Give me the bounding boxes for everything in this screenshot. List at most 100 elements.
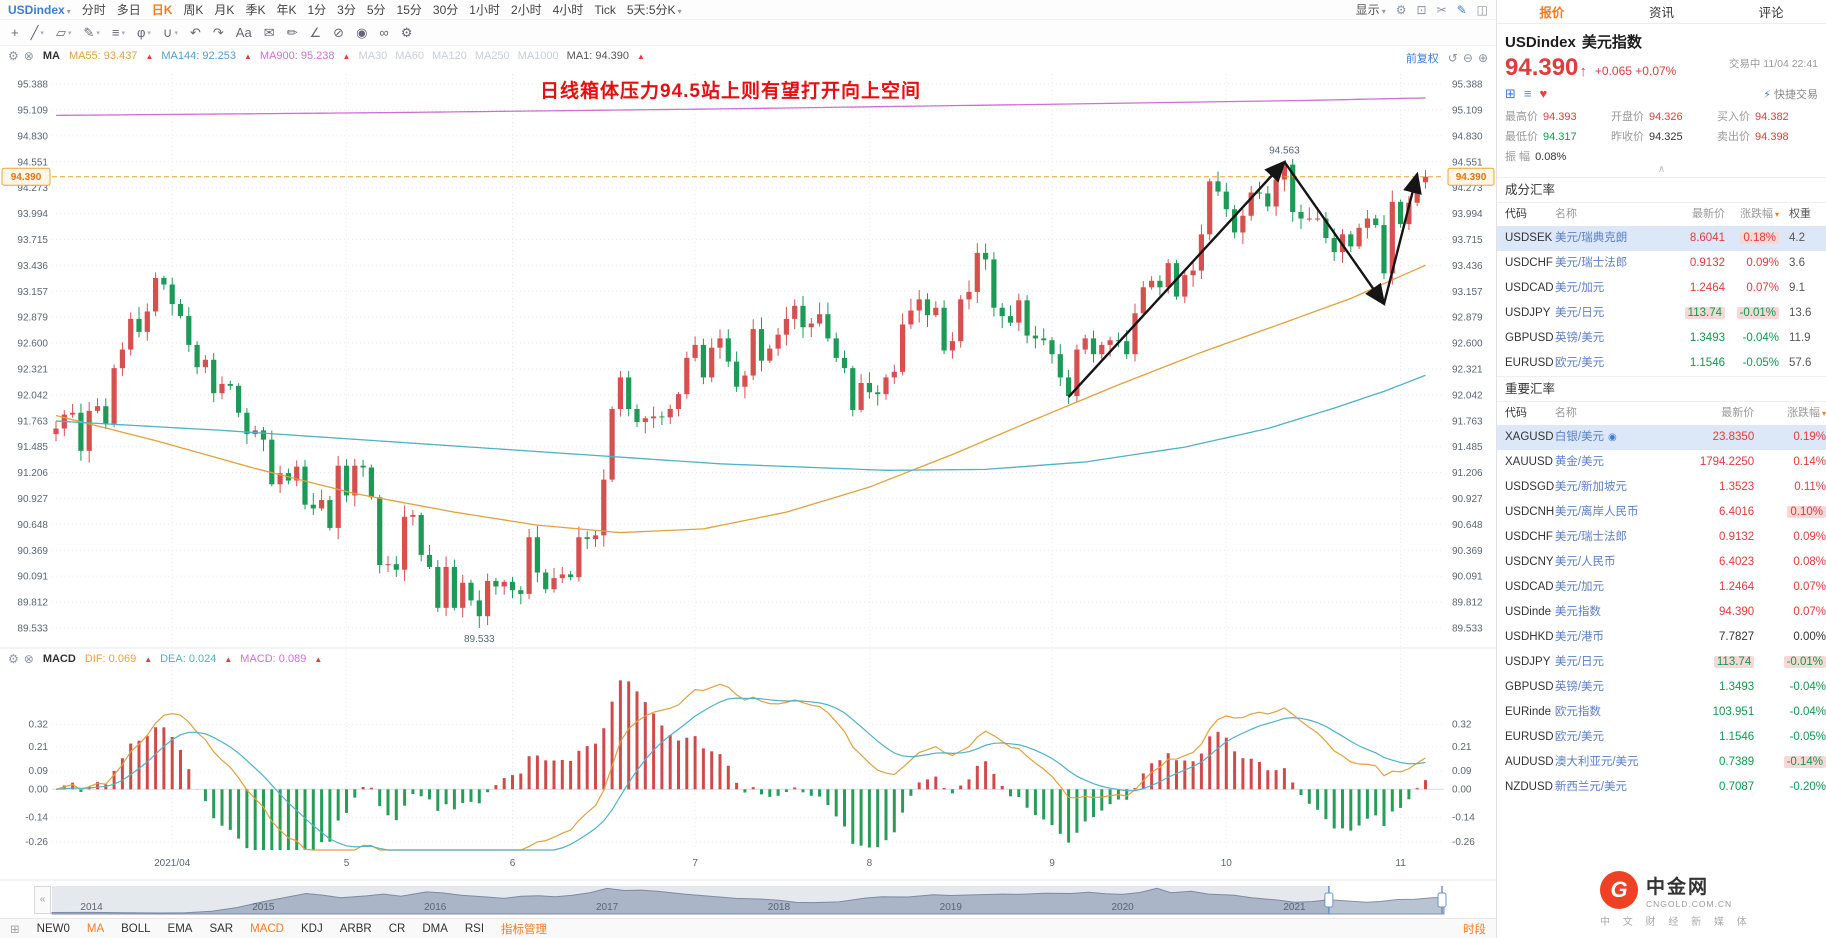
annotation-tool[interactable]: ✎ ▾: [83, 24, 100, 40]
indicator-tab-NEW0[interactable]: NEW0: [36, 922, 70, 935]
news-note-icon[interactable]: ≡: [1523, 86, 1532, 101]
cursor-tool[interactable]: +: [11, 25, 19, 40]
panel-toggle-icon[interactable]: ◫: [1476, 2, 1488, 17]
link-tool[interactable]: ∞: [379, 25, 389, 40]
tool-settings-icon[interactable]: ⚙: [400, 24, 413, 40]
time-period-button[interactable]: 时段: [1463, 923, 1486, 936]
quote-row-XAUUSD[interactable]: XAUUSD 黄金/美元 1794.2250 0.14%: [1505, 456, 1826, 468]
quote-row-EURUSD[interactable]: EURUSD 欧元/美元 1.1546 -0.05% 57.6: [1505, 357, 1812, 369]
comment-tool[interactable]: ✉: [263, 24, 275, 40]
quick-trade-button[interactable]: ⚡ 快捷交易: [1763, 88, 1818, 102]
pane-settings-icon[interactable]: ⚙: [8, 652, 19, 666]
timeframe-季K[interactable]: 季K: [245, 3, 266, 17]
quote-row-XAGUSD[interactable]: XAGUSD 白银/美元 ◉ 23.8350 0.19%: [1497, 425, 1826, 450]
quote-row-USDinde[interactable]: USDinde 美元指数 94.390 0.07%: [1505, 606, 1826, 618]
sidebar-tab-评论[interactable]: 评论: [1758, 6, 1784, 20]
quote-row-EURinde[interactable]: EURinde 欧元指数 103.951 -0.04%: [1505, 706, 1826, 718]
timeframe-15分[interactable]: 15分: [396, 3, 422, 17]
edit-icon[interactable]: ✎: [1456, 2, 1467, 17]
svg-text:92.042: 92.042: [17, 390, 48, 401]
trendline-tool[interactable]: ╱ ▾: [30, 24, 44, 40]
timeframe-5分[interactable]: 5分: [366, 3, 386, 17]
quote-row-USDCHF[interactable]: USDCHF 美元/瑞士法郎 0.9132 0.09%: [1505, 531, 1826, 543]
indicator-tab-CR[interactable]: CR: [388, 922, 406, 935]
measure-tool[interactable]: ∠: [309, 24, 322, 40]
quote-row-AUDUSD[interactable]: AUDUSD 澳大利亚元/美元 0.7389 -0.14%: [1497, 750, 1826, 775]
sidebar-tab-报价[interactable]: 报价: [1539, 6, 1565, 20]
quote-row-USDJPY[interactable]: USDJPY 美元/日元 113.74 -0.01%: [1497, 650, 1826, 675]
favorite-heart-icon[interactable]: ♥: [1539, 86, 1548, 101]
quote-row-USDJPY[interactable]: USDJPY 美元/日元 113.74 -0.01% 13.6: [1505, 307, 1812, 319]
quote-row-USDCAD[interactable]: USDCAD 美元/加元 1.2464 0.07%: [1505, 581, 1826, 593]
layout-icon[interactable]: ⊡: [1416, 2, 1427, 17]
quote-row-USDCNH[interactable]: USDCNH 美元/离岸人民币 6.4016 0.10%: [1497, 500, 1826, 525]
timeframe-年K[interactable]: 年K: [276, 3, 297, 17]
quote-row-USDSGD[interactable]: USDSGD 美元/新加坡元 1.3523 0.11%: [1505, 481, 1826, 493]
undo-icon[interactable]: ↶: [189, 24, 201, 40]
timeframe-多日[interactable]: 多日: [116, 3, 141, 17]
quote-row-GBPUSD[interactable]: GBPUSD 英镑/美元 1.3493 -0.04% 11.9: [1505, 332, 1811, 344]
svg-text:90.091: 90.091: [17, 572, 48, 583]
eraser-tool[interactable]: ⊘: [333, 24, 345, 40]
settings-icon[interactable]: ⚙: [1395, 2, 1407, 17]
indicator-tab-BOLL[interactable]: BOLL: [121, 922, 151, 935]
indicator-tab-RSI[interactable]: RSI: [464, 922, 485, 935]
pane-close-icon[interactable]: ⊗: [23, 652, 34, 666]
quote-row-USDSEK[interactable]: USDSEK 美元/瑞典克朗 8.6041 0.18% 4.2: [1497, 226, 1826, 251]
timeframe-Tick[interactable]: Tick: [594, 2, 616, 17]
add-chart-icon[interactable]: ⊞: [1505, 86, 1516, 101]
sidebar-tab-资讯[interactable]: 资讯: [1648, 6, 1674, 20]
timeframe-5天:5分K[interactable]: 5天:5分K: [627, 1, 682, 18]
svg-text:2018: 2018: [768, 902, 791, 913]
adjust-mode-button[interactable]: 前复权: [1405, 53, 1439, 65]
timeframe-分时[interactable]: 分时: [81, 3, 106, 17]
quote-row-USDCHF[interactable]: USDCHF 美元/瑞士法郎 0.9132 0.09% 3.6: [1505, 257, 1805, 269]
display-menu[interactable]: 显示: [1356, 1, 1386, 18]
timeframe-周K[interactable]: 周K: [183, 3, 204, 17]
collapse-stats-button[interactable]: ∧: [1657, 164, 1666, 175]
layout-grid-icon[interactable]: ⊞: [10, 923, 20, 936]
indicator-list-tool[interactable]: ≡ ▾: [111, 25, 125, 40]
indicator-tab-KDJ[interactable]: KDJ: [301, 922, 323, 935]
quote-row-USDHKD[interactable]: USDHKD 美元/港币 7.7827 0.00%: [1505, 631, 1826, 643]
chart-canvas[interactable]: 95.388 95.388 95.109 95.109 94.830 94.830 94.5…: [0, 46, 1496, 918]
indicator-tab-指标管理[interactable]: 指标管理: [501, 923, 548, 936]
cngold-logo: G 中金网 CNGOLD.COM.CN 中 文 财 经 新 媒 体: [1600, 871, 1810, 928]
indicator-tab-MACD[interactable]: MACD: [250, 922, 284, 935]
timeframe-2小时[interactable]: 2小时: [510, 3, 542, 17]
magnet-tool[interactable]: ∪ ▾: [162, 24, 178, 40]
quote-row-NZDUSD[interactable]: NZDUSD 新西兰元/美元 0.7087 -0.20%: [1505, 781, 1826, 793]
screenshot-icon[interactable]: ✂: [1436, 2, 1447, 17]
draw-edit-tool[interactable]: ✏: [286, 24, 298, 40]
timeframe-30分[interactable]: 30分: [432, 3, 459, 17]
quote-row-EURUSD[interactable]: EURUSD 欧元/美元 1.1546 -0.05%: [1505, 731, 1826, 743]
quote-row-USDCNY[interactable]: USDCNY 美元/人民币 6.4023 0.08%: [1505, 556, 1826, 568]
timeframe-1分[interactable]: 1分: [307, 3, 327, 17]
fibonacci-tool[interactable]: φ ▾: [136, 25, 151, 40]
visibility-tool[interactable]: ◉: [356, 24, 368, 40]
indicator-tab-ARBR[interactable]: ARBR: [339, 922, 372, 935]
zoom-out-icon[interactable]: ⊖: [1462, 51, 1473, 65]
timeframe-日K[interactable]: 日K: [151, 3, 173, 17]
symbol-selector[interactable]: USDindex: [8, 3, 71, 17]
timeframe-3分[interactable]: 3分: [337, 3, 356, 17]
quote-row-USDCAD[interactable]: USDCAD 美元/加元 1.2464 0.07% 9.1: [1505, 282, 1805, 294]
indicator-tab-MA[interactable]: MA: [86, 922, 105, 935]
redo-icon[interactable]: ↷: [212, 24, 224, 40]
quote-row-GBPUSD[interactable]: GBPUSD 英镑/美元 1.3493 -0.04%: [1505, 681, 1826, 693]
navigator-collapse-button[interactable]: «: [34, 886, 51, 914]
timeframe-4小时[interactable]: 4小时: [552, 3, 584, 17]
pane-settings-icon[interactable]: ⚙: [8, 49, 19, 63]
indicator-tab-EMA[interactable]: EMA: [167, 922, 193, 935]
timeframe-月K[interactable]: 月K: [214, 3, 235, 17]
shape-tool[interactable]: ▱ ▾: [55, 24, 72, 40]
timeframe-1小时[interactable]: 1小时: [469, 3, 500, 17]
svg-text:0.09: 0.09: [29, 766, 49, 777]
indicator-tab-SAR[interactable]: SAR: [209, 922, 234, 935]
indicator-value-label: MACD: 0.089: [240, 653, 307, 665]
refresh-icon[interactable]: ↺: [1447, 51, 1458, 65]
zoom-in-icon[interactable]: ⊕: [1477, 51, 1488, 65]
text-tool[interactable]: Aa: [235, 25, 252, 40]
indicator-tab-DMA[interactable]: DMA: [422, 922, 448, 935]
pane-close-icon[interactable]: ⊗: [23, 49, 34, 63]
